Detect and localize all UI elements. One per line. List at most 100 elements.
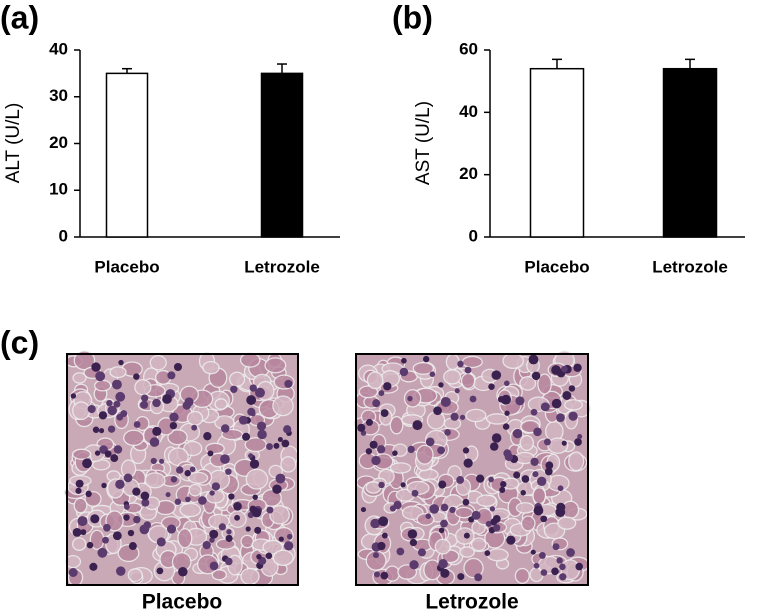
nucleus [256, 421, 267, 431]
cell [434, 538, 451, 555]
cell [72, 372, 87, 384]
nucleus [533, 562, 540, 569]
y-tick-label: 20 [459, 164, 478, 183]
cell [412, 361, 435, 375]
nucleus [469, 395, 477, 403]
nucleus [378, 390, 385, 396]
nucleus [178, 567, 188, 577]
nucleus [238, 415, 248, 425]
nucleus [159, 458, 165, 464]
nucleus [521, 475, 530, 483]
nucleus [169, 412, 179, 422]
nucleus [373, 571, 380, 578]
nucleus [104, 450, 112, 458]
bar [529, 67, 585, 238]
nucleus [107, 425, 116, 433]
nucleus [544, 467, 553, 476]
cell [485, 413, 509, 425]
nucleus [392, 450, 398, 456]
nucleus [245, 526, 251, 532]
nucleus [433, 406, 442, 416]
nucleus [383, 382, 392, 391]
nucleus [559, 563, 566, 571]
cell [262, 539, 284, 555]
nucleus [540, 515, 548, 523]
nucleus [198, 496, 207, 505]
nucleus [123, 504, 130, 510]
nucleus [191, 424, 198, 431]
cell [123, 429, 145, 447]
y-tick-label: 0 [59, 226, 68, 245]
nucleus [169, 421, 178, 430]
nucleus [425, 437, 435, 447]
nucleus [396, 547, 405, 556]
nucleus [266, 443, 273, 450]
panel-label: (b) [392, 0, 433, 35]
nucleus [488, 476, 494, 483]
nucleus [457, 573, 465, 581]
cell [93, 379, 112, 392]
nucleus [98, 411, 108, 420]
nucleus [77, 516, 88, 527]
nucleus [230, 385, 238, 393]
bar [662, 67, 718, 238]
nucleus [118, 359, 124, 366]
nucleus [566, 548, 575, 557]
cell [240, 567, 260, 586]
nucleus [528, 354, 539, 365]
nucleus [123, 514, 130, 521]
cell [470, 537, 487, 552]
nucleus [552, 543, 560, 551]
nucleus [209, 490, 215, 496]
y-axis-label: AST (U/L) [413, 101, 434, 185]
nucleus [277, 436, 283, 442]
cell [519, 434, 535, 451]
nucleus [92, 426, 100, 433]
nucleus [128, 542, 137, 551]
nucleus [556, 557, 563, 564]
nucleus [248, 453, 254, 459]
y-axis-label: ALT (U/L) [3, 103, 24, 184]
nucleus [234, 514, 240, 521]
nucleus [249, 459, 260, 469]
nucleus [68, 568, 78, 577]
y-tick-label: 20 [49, 133, 68, 152]
nucleus [166, 524, 177, 534]
cell [183, 440, 203, 457]
nucleus [266, 506, 274, 514]
nucleus [174, 498, 182, 505]
nucleus [265, 552, 273, 560]
nucleus [400, 482, 406, 488]
cell [64, 554, 82, 569]
nucleus [284, 379, 293, 388]
cell [486, 548, 509, 562]
nucleus [113, 400, 121, 408]
nucleus [513, 471, 521, 479]
nucleus [372, 399, 381, 408]
x-tick-label: Letrozole [244, 257, 320, 276]
y-tick-label: 10 [49, 180, 68, 199]
nucleus [257, 429, 267, 440]
cell [71, 537, 87, 551]
nucleus [251, 508, 262, 518]
nucleus [381, 532, 388, 539]
nucleus [170, 476, 178, 483]
cell [502, 352, 524, 370]
nucleus [409, 560, 419, 570]
nucleus [86, 541, 94, 549]
nucleus [407, 445, 415, 454]
nucleus [545, 461, 554, 470]
nucleus [399, 367, 409, 377]
nucleus [438, 382, 444, 388]
nucleus [372, 552, 379, 559]
nucleus [377, 541, 386, 551]
nucleus [559, 573, 567, 581]
tissue-texture [63, 350, 299, 587]
nucleus [536, 476, 547, 486]
cell [280, 456, 297, 473]
cell [532, 487, 547, 505]
nucleus [94, 450, 101, 456]
nucleus [490, 518, 498, 526]
cell [365, 481, 382, 494]
